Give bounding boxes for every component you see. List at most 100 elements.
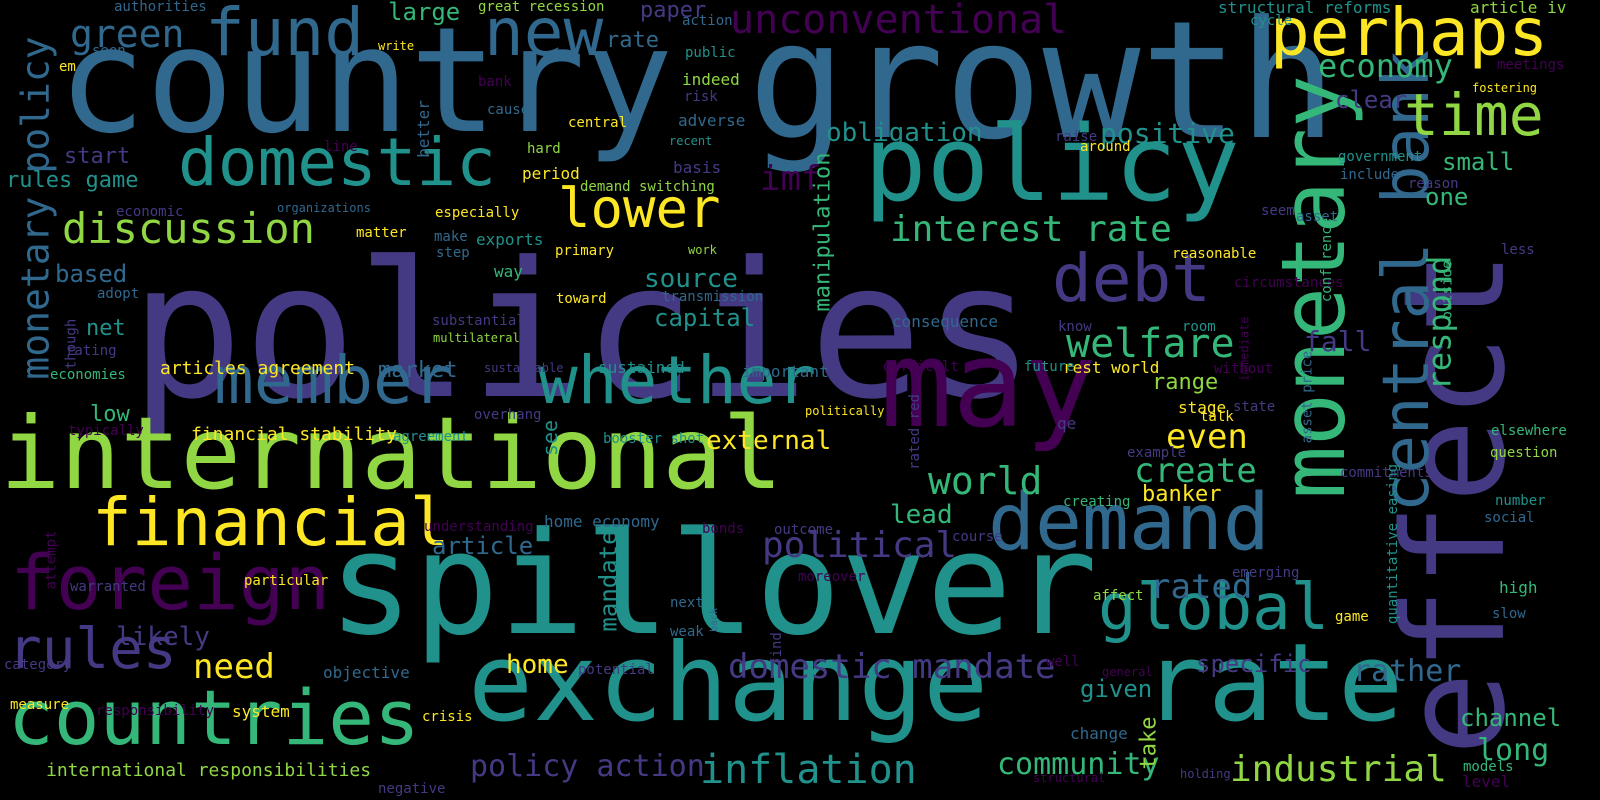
cloud-word: structural (1033, 771, 1106, 785)
cloud-word: bonds (702, 521, 745, 537)
cloud-word: seem (1261, 203, 1295, 219)
cloud-word: rated red (906, 394, 923, 470)
cloud-word: demand (988, 478, 1270, 568)
cloud-word: likely (116, 622, 210, 652)
cloud-word: create (1134, 451, 1257, 491)
cloud-word: article (432, 532, 534, 560)
cloud-word: hard (527, 141, 561, 157)
cloud-word: substantial (432, 313, 525, 329)
cloud-word: important (742, 362, 829, 381)
cloud-word: channel (1460, 704, 1562, 732)
cloud-word: change (1070, 724, 1128, 743)
cloud-word: authorities (114, 0, 207, 15)
cloud-word: range (1152, 370, 1219, 395)
cloud-word: debt (1052, 240, 1211, 317)
cloud-word: whether (538, 342, 817, 419)
cloud-word: industrial (1230, 749, 1447, 790)
cloud-word: weak (670, 624, 704, 640)
cloud-word: lower (558, 177, 721, 240)
cloud-word: though (62, 318, 79, 369)
cloud-word: welfare (1066, 321, 1235, 367)
cloud-word: clear (1335, 86, 1408, 114)
cloud-word: economic (116, 204, 184, 220)
cloud-word: measure (10, 697, 70, 713)
cloud-word: particular (244, 573, 329, 589)
cloud-word: creating (1063, 494, 1131, 510)
cloud-word: specific (1196, 650, 1312, 678)
cloud-word: rather (1353, 654, 1462, 689)
cloud-word: fostering (1472, 81, 1538, 95)
cloud-word: even (1166, 417, 1248, 457)
cloud-word: manipulation (809, 152, 835, 311)
cloud-word: make (434, 229, 468, 245)
cloud-word: economies (50, 367, 126, 383)
cloud-word: well (1046, 654, 1080, 670)
cloud-word: fund (205, 0, 364, 71)
cloud-word: need (193, 647, 275, 687)
cloud-word: basis (673, 158, 722, 177)
cloud-word: international responsibilities (46, 760, 372, 781)
cloud-word: rest world (1063, 358, 1160, 377)
cloud-word: market (378, 358, 458, 383)
cloud-word: rate (1143, 621, 1404, 746)
cloud-word: perhaps (1270, 0, 1549, 71)
cloud-word: back (709, 607, 721, 633)
cloud-word: community (997, 747, 1160, 782)
cloud-word: member (214, 342, 453, 419)
cloud-word: especially (435, 205, 520, 221)
cloud-word: question (1490, 445, 1558, 461)
cloud-word: long (1477, 733, 1550, 768)
cloud-word: outcome (774, 522, 834, 538)
cloud-word: exports (476, 230, 544, 249)
cloud-word: objective (323, 663, 410, 682)
cloud-word: structural reforms (1218, 0, 1392, 17)
cloud-word: general (1102, 665, 1153, 679)
cloud-word: reason (1408, 176, 1459, 192)
cloud-word: world (928, 459, 1043, 503)
cloud-word: economy (1318, 47, 1453, 85)
cloud-word: policies (130, 222, 1036, 441)
cloud-word: domestic mandate (728, 647, 1056, 687)
cloud-word: inflation (700, 747, 917, 793)
cloud-word: asset (1296, 209, 1339, 225)
cloud-word: indeed (682, 70, 740, 89)
cloud-word: home economy (544, 512, 660, 531)
cloud-word: green (70, 12, 185, 56)
cloud-word: lead (890, 500, 953, 530)
cloud-word: home (506, 650, 569, 680)
cloud-word: line (324, 139, 358, 155)
cloud-word: next (670, 595, 704, 611)
cloud-word: rate (606, 28, 659, 53)
cloud-word: outside (1439, 259, 1456, 320)
cloud-word: rated (1150, 567, 1253, 607)
cloud-word: em (59, 59, 76, 75)
cloud-word: foreign (10, 538, 331, 627)
cloud-word: interest rate (890, 209, 1172, 250)
cloud-word: state (1233, 399, 1276, 415)
cloud-word: policy (864, 103, 1240, 225)
cloud-word: emerging (1232, 565, 1300, 581)
cloud-word: negative (378, 781, 446, 797)
cloud-word: countries (8, 673, 420, 762)
cloud-word: banker (1142, 482, 1222, 507)
cloud-word: paper (640, 0, 707, 23)
cloud-word: discussion (62, 204, 315, 253)
cloud-word: policy action (470, 749, 705, 784)
cloud-word: moreover (798, 569, 866, 585)
cloud-word: primary (555, 243, 615, 259)
cloud-word: level (1462, 772, 1511, 791)
cloud-word: consequence (892, 312, 998, 331)
cloud-word: include (1340, 167, 1400, 183)
cloud-word: matter (356, 225, 407, 241)
cloud-word: cycle (1250, 13, 1293, 29)
cloud-word: potential (578, 662, 654, 678)
cloud-word: sustainable (484, 361, 564, 375)
cloud-word: know (1058, 319, 1092, 335)
cloud-word: financial (92, 484, 450, 561)
cloud-word: mandate (594, 529, 623, 632)
cloud-word: international (0, 395, 783, 512)
cloud-word: course (952, 529, 1003, 545)
cloud-word: political (762, 525, 958, 566)
cloud-word: holding (1180, 767, 1231, 781)
